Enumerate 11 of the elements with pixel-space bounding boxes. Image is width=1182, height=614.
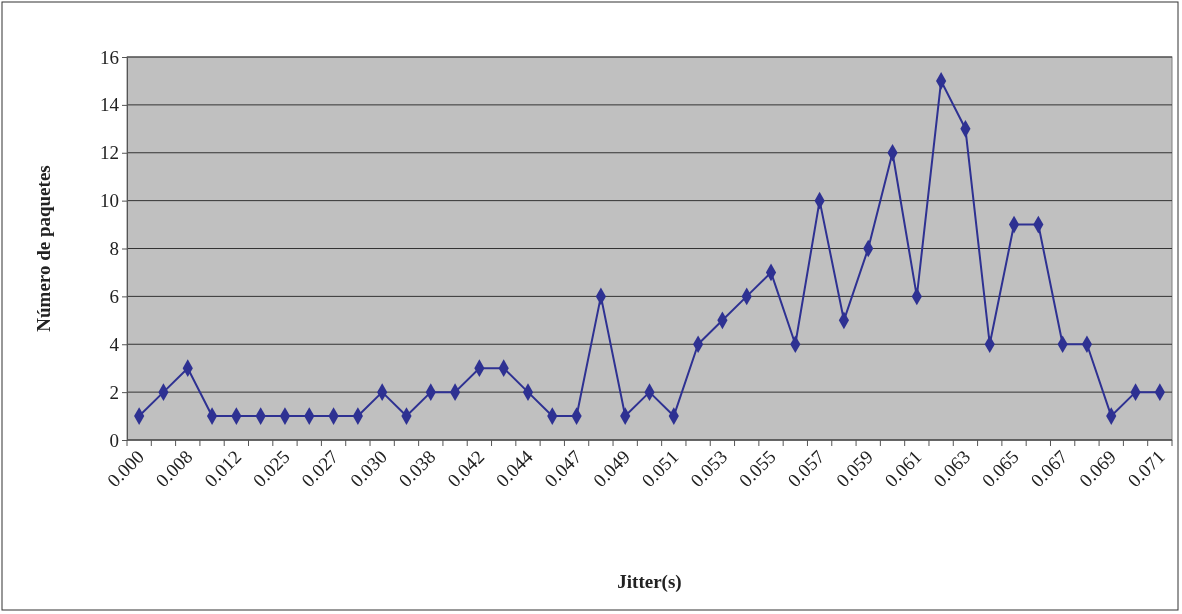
y-tick-label: 0 [109, 429, 119, 451]
y-tick-label: 14 [100, 94, 120, 116]
y-tick-label: 6 [109, 285, 119, 307]
x-axis-title: Jitter(s) [617, 571, 682, 593]
y-axis-title: Número de paquetes [33, 165, 54, 332]
y-tick-label: 16 [100, 46, 119, 68]
y-tick-label: 8 [109, 238, 119, 260]
y-tick-label: 2 [109, 381, 119, 403]
y-tick-label: 10 [100, 190, 119, 212]
y-tick-label: 12 [100, 142, 119, 164]
y-tick-label: 4 [109, 333, 120, 355]
